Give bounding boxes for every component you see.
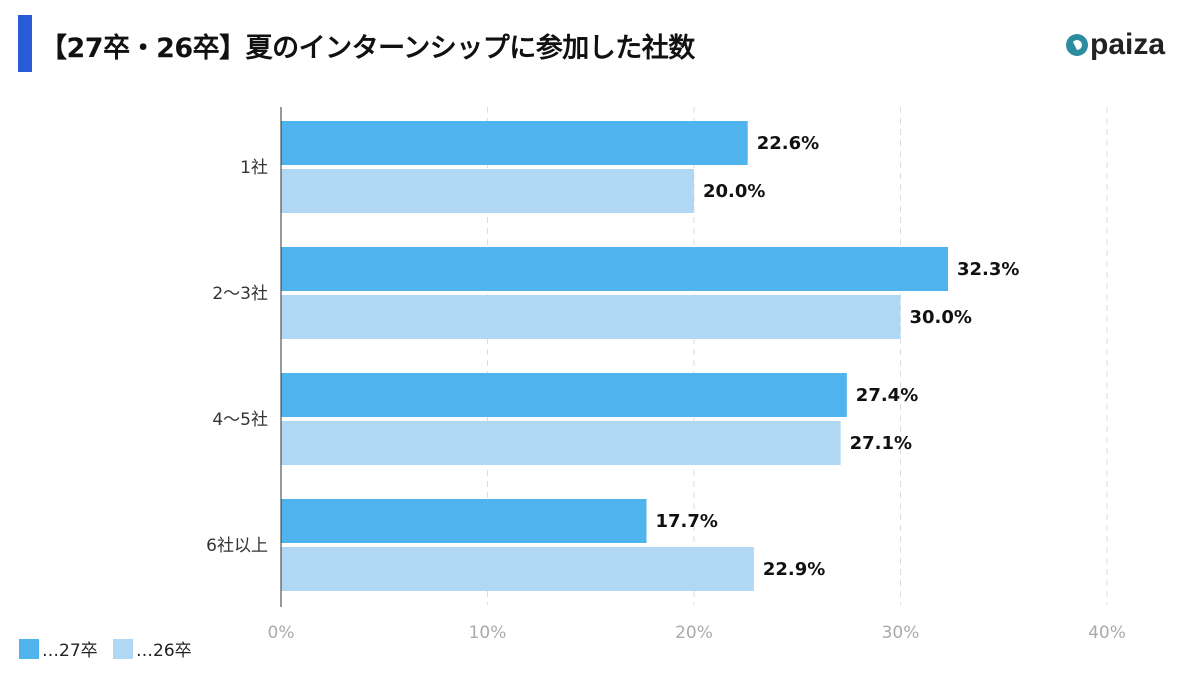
bar-26 (281, 169, 694, 213)
bar-26 (281, 547, 754, 591)
category-label: 1社 (240, 158, 268, 178)
legend-swatch-26 (113, 638, 133, 659)
data-label: 17.7% (656, 511, 718, 532)
paiza-logo-icon (1066, 34, 1088, 56)
bar-27 (281, 373, 847, 417)
data-label: 27.1% (850, 433, 912, 454)
data-label: 22.6% (757, 133, 819, 154)
legend-item-26: …26卒 (113, 636, 192, 661)
category-label: 4〜5社 (212, 410, 268, 430)
x-tick-label: 10% (469, 623, 507, 643)
bar-26 (281, 295, 901, 339)
category-label: 6社以上 (206, 536, 268, 556)
x-tick-label: 0% (268, 623, 295, 643)
bar-27 (281, 247, 948, 291)
logo-text: paiza (1090, 28, 1166, 61)
data-label: 30.0% (910, 307, 972, 328)
category-label: 2〜3社 (212, 284, 268, 304)
x-tick-label: 20% (675, 623, 713, 643)
chart-title: 【27卒・26卒】夏のインターンシップに参加した社数 (40, 33, 695, 64)
paiza-logo: paiza (1066, 30, 1165, 60)
bar-27 (281, 121, 748, 165)
bar-26 (281, 421, 841, 465)
legend-swatch-27 (19, 638, 39, 659)
legend-label-27: …27卒 (42, 641, 98, 661)
title-accent-bar (18, 15, 32, 72)
x-tick-label: 30% (882, 623, 920, 643)
legend-label-26: …26卒 (136, 641, 192, 661)
data-label: 27.4% (856, 385, 918, 406)
bar-27 (281, 499, 647, 543)
data-label: 22.9% (763, 559, 825, 580)
data-label: 20.0% (703, 181, 765, 202)
legend-item-27: …27卒 (19, 636, 98, 661)
x-tick-label: 40% (1088, 623, 1126, 643)
data-label: 32.3% (957, 259, 1019, 280)
